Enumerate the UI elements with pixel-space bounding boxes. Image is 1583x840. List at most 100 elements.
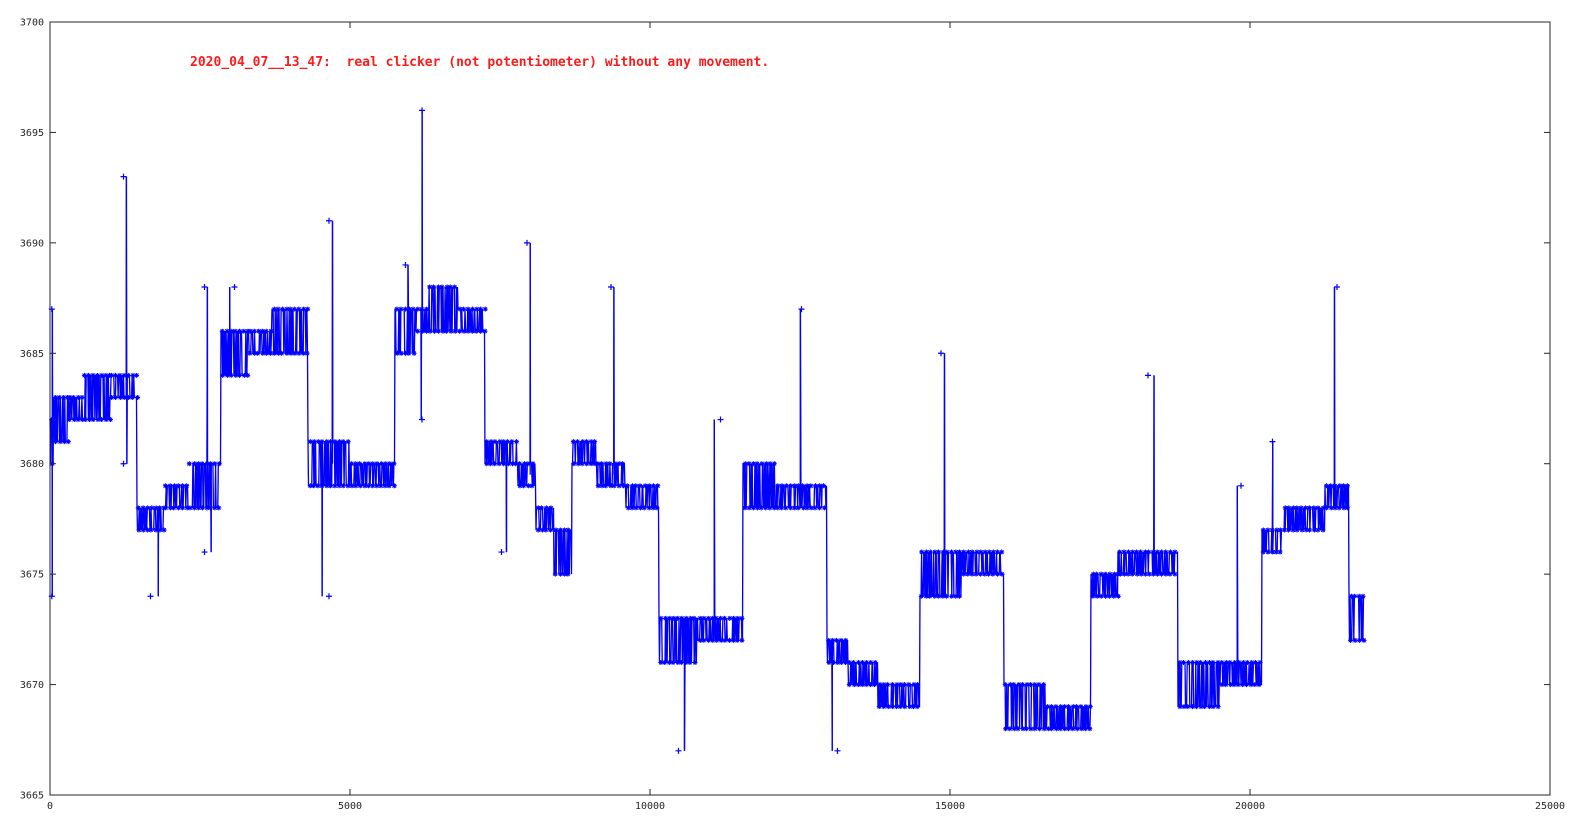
data-point-marker (889, 682, 895, 688)
data-point-marker (263, 328, 269, 334)
spike-marker (938, 350, 944, 357)
spike-marker (798, 306, 805, 313)
data-point-marker (822, 505, 828, 511)
data-point-marker (1138, 549, 1144, 555)
data-point-marker (969, 549, 975, 555)
data-point-marker (1252, 682, 1258, 688)
data-point-marker (513, 461, 519, 467)
data-point-marker (219, 328, 225, 334)
data-point-marker (1130, 549, 1136, 555)
data-point-marker (336, 483, 342, 489)
data-point-marker (1303, 527, 1309, 533)
data-point-marker (1011, 726, 1017, 732)
data-point-marker (1129, 571, 1135, 577)
data-point-marker (406, 350, 412, 356)
data-point-marker (1125, 571, 1131, 577)
data-point-marker (1315, 505, 1321, 511)
data-point-marker (1102, 571, 1108, 577)
data-point-marker (1032, 682, 1038, 688)
data-point-marker (675, 615, 681, 621)
data-point-marker (403, 350, 409, 356)
data-point-marker (927, 549, 933, 555)
data-point-marker (1248, 682, 1254, 688)
data-point-marker (517, 461, 523, 467)
data-point-marker (184, 483, 190, 489)
data-point-marker (398, 306, 404, 312)
data-point-marker (125, 394, 131, 400)
spike-marker (326, 217, 332, 224)
data-point-marker (391, 461, 397, 467)
data-point-marker (307, 439, 313, 445)
data-point-marker (497, 439, 503, 445)
data-point-marker (1356, 637, 1362, 643)
data-point-marker (517, 483, 523, 489)
data-point-marker (898, 682, 904, 688)
data-point-marker (220, 372, 226, 378)
data-point-marker (813, 483, 819, 489)
data-point-marker (324, 439, 330, 445)
data-point-marker (1079, 726, 1085, 732)
data-point-marker (448, 328, 454, 334)
data-point-marker (1328, 505, 1334, 511)
data-point-marker (444, 284, 450, 290)
data-point-marker (415, 328, 421, 334)
data-point-marker (804, 505, 810, 511)
data-point-marker (675, 659, 681, 665)
data-point-marker (275, 350, 281, 356)
data-point-marker (71, 417, 77, 423)
data-point-marker (1332, 505, 1338, 511)
data-point-marker (535, 527, 541, 533)
data-point-marker (1190, 659, 1196, 665)
data-point-marker (332, 483, 338, 489)
data-point-marker (881, 682, 887, 688)
data-point-marker (161, 527, 167, 533)
data-point-marker (1328, 483, 1334, 489)
data-point-marker (562, 571, 568, 577)
data-point-marker (1045, 704, 1051, 710)
data-point-marker (1294, 505, 1300, 511)
data-point-marker (378, 483, 384, 489)
data-point-marker (940, 549, 946, 555)
data-point-marker (175, 483, 181, 489)
data-point-marker (1189, 704, 1195, 710)
data-point-marker (995, 571, 1001, 577)
data-point-marker (1028, 726, 1034, 732)
data-point-marker (1154, 549, 1160, 555)
data-point-marker (692, 659, 698, 665)
data-point-marker (881, 704, 887, 710)
data-point-marker (835, 659, 841, 665)
data-point-marker (529, 483, 535, 489)
data-point-marker (562, 527, 568, 533)
data-point-marker (599, 483, 605, 489)
spike-marker (498, 549, 505, 556)
data-point-marker (1361, 637, 1367, 643)
data-point-marker (1045, 726, 1051, 732)
data-point-marker (216, 505, 222, 511)
data-point-marker (783, 483, 789, 489)
data-point-marker (1078, 704, 1084, 710)
spike-marker (201, 284, 208, 291)
data-point-marker (722, 615, 728, 621)
data-point-marker (1177, 704, 1183, 710)
data-point-marker (927, 593, 933, 599)
data-point-marker (1074, 726, 1080, 732)
data-point-marker (349, 483, 355, 489)
y-tick-label: 3700 (20, 18, 44, 29)
data-point-marker (1037, 726, 1043, 732)
axis-ticks: 0 5000 10000 15000 20000 25000 3665 3670 3675 368… (20, 18, 1565, 813)
data-point-marker (140, 527, 146, 533)
data-point-marker (522, 461, 528, 467)
data-point-marker (1306, 505, 1312, 511)
data-point-marker (311, 483, 317, 489)
data-point-marker (595, 461, 601, 467)
data-point-marker (855, 659, 861, 665)
data-point-marker (488, 461, 494, 467)
data-point-marker (1082, 726, 1088, 732)
data-point-marker (1087, 726, 1093, 732)
data-point-marker (650, 505, 656, 511)
data-point-marker (1207, 659, 1213, 665)
data-point-marker (1125, 549, 1131, 555)
data-point-marker (1065, 704, 1071, 710)
data-point-marker (514, 439, 520, 445)
data-point-marker (1269, 527, 1275, 533)
